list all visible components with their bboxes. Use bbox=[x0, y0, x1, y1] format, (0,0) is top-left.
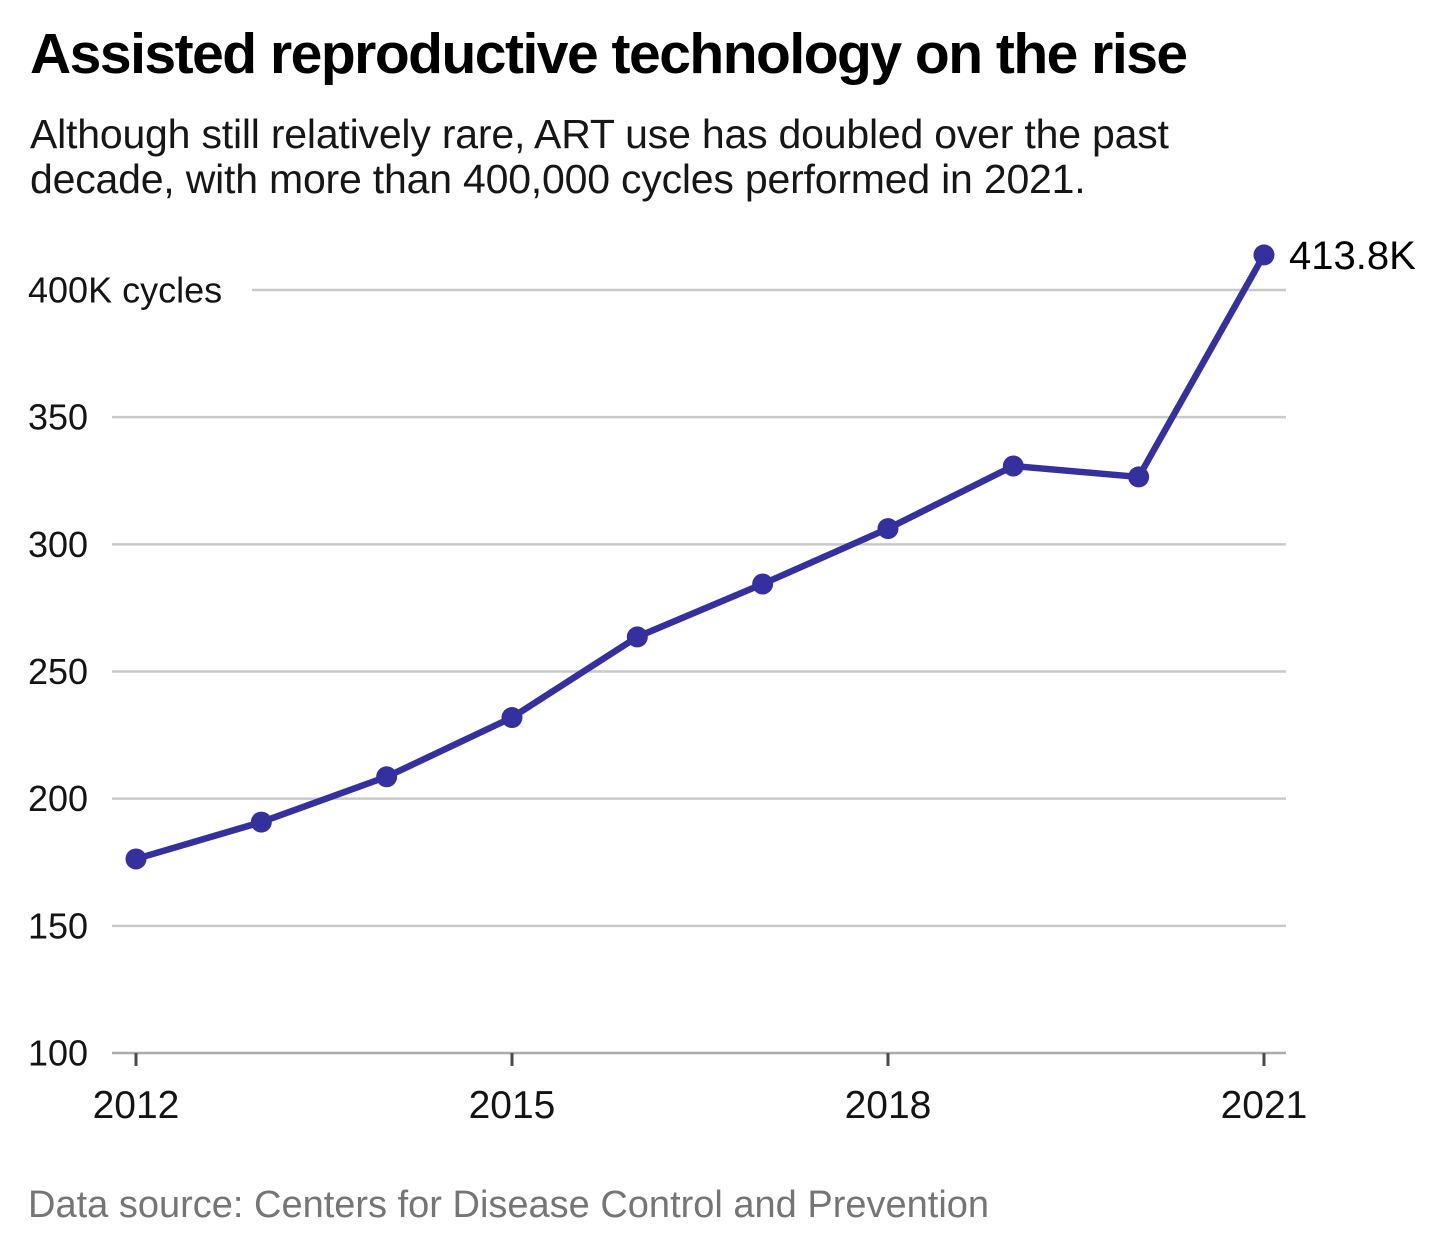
data-line bbox=[132, 251, 1268, 863]
x-axis-label-2018: 2018 bbox=[845, 1084, 932, 1127]
y-axis-label-200: 200 bbox=[28, 778, 88, 819]
data-point-2016 bbox=[626, 626, 648, 648]
data-point-2017 bbox=[752, 573, 774, 595]
data-source-note: Data source: Centers for Disease Control… bbox=[28, 1184, 990, 1226]
subtitle-line-2: decade, with more than 400,000 cycles pe… bbox=[30, 156, 1086, 202]
data-point-2019 bbox=[1002, 455, 1024, 477]
y-axis-label-350: 350 bbox=[28, 397, 88, 438]
chart-title: Assisted reproductive technology on the … bbox=[30, 22, 1188, 86]
data-point-2012 bbox=[125, 848, 147, 870]
data-point-2014 bbox=[376, 766, 398, 788]
x-axis-label-2012: 2012 bbox=[93, 1084, 180, 1127]
data-point-2015 bbox=[501, 707, 523, 729]
y-axis-label-100: 100 bbox=[28, 1033, 88, 1074]
data-point-2020 bbox=[1128, 466, 1150, 488]
y-axis-label-250: 250 bbox=[28, 651, 88, 692]
end-value-label: 413.8K bbox=[1289, 234, 1416, 278]
data-point-2018 bbox=[877, 518, 899, 540]
x-axis-label-2021: 2021 bbox=[1221, 1084, 1308, 1127]
y-axis-label-300: 300 bbox=[28, 524, 88, 565]
y-axis-label-400: 400K cycles bbox=[28, 270, 222, 311]
x-axis-label-2015: 2015 bbox=[469, 1084, 556, 1127]
chart-subtitle: Although still relatively rare, ART use … bbox=[30, 112, 1169, 202]
data-point-2021 bbox=[1253, 244, 1275, 266]
data-point-2013 bbox=[250, 811, 272, 833]
subtitle-line-1: Although still relatively rare, ART use … bbox=[30, 111, 1169, 157]
y-axis-label-150: 150 bbox=[28, 905, 88, 946]
